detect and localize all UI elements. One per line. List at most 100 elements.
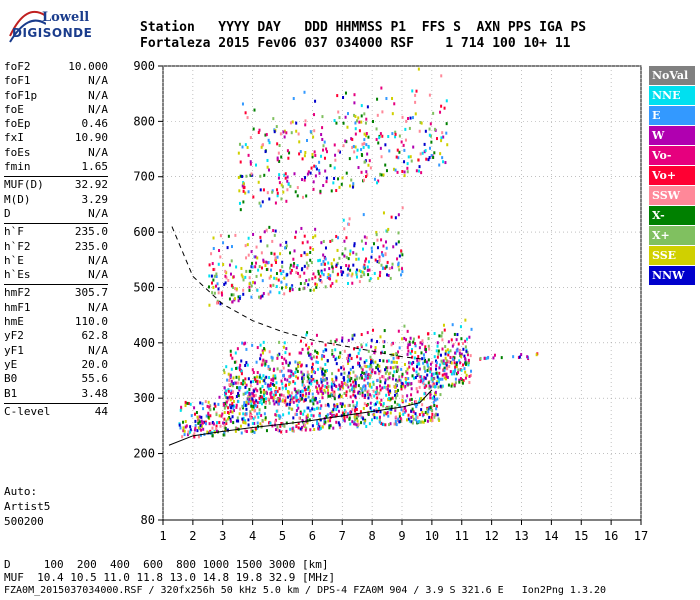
echo-point: [220, 414, 223, 418]
echo-point: [241, 341, 244, 345]
echo-point: [260, 145, 263, 149]
echo-point: [204, 420, 207, 424]
echo-point: [302, 412, 305, 416]
echo-point: [275, 272, 278, 276]
echo-point: [298, 287, 301, 291]
echo-point: [382, 345, 385, 349]
echo-point: [199, 401, 202, 405]
echo-point: [389, 397, 392, 401]
echo-point: [231, 300, 234, 304]
echo-point: [278, 173, 281, 177]
echo-point: [365, 376, 368, 380]
echo-point: [470, 369, 473, 373]
echo-point: [334, 153, 337, 157]
y-tick-label: 500: [133, 280, 155, 294]
echo-point: [351, 365, 354, 369]
echo-point: [332, 392, 335, 396]
echo-point: [436, 380, 439, 384]
echo-point: [258, 265, 261, 269]
echo-point: [326, 381, 329, 385]
echo-point: [255, 360, 258, 364]
echo-point: [353, 113, 356, 117]
echo-point: [377, 141, 380, 145]
echo-point: [281, 374, 284, 378]
echo-point: [441, 156, 444, 160]
echo-point: [376, 238, 379, 242]
echo-point: [298, 140, 301, 144]
echo-point: [395, 356, 398, 360]
echo-point: [453, 356, 456, 360]
echo-point: [216, 282, 219, 286]
param-row: h`E N/A: [4, 254, 108, 268]
echo-point: [387, 135, 390, 139]
echo-point: [249, 384, 252, 388]
echo-point: [340, 372, 343, 376]
echo-point: [315, 385, 318, 389]
echo-point: [235, 265, 238, 269]
echo-point: [464, 345, 467, 349]
param-row: foF1 N/A: [4, 74, 108, 88]
echo-point: [212, 236, 215, 240]
echo-point: [300, 351, 303, 355]
echo-point: [241, 174, 244, 178]
echo-point: [394, 408, 397, 412]
echo-point: [369, 375, 372, 379]
echo-point: [469, 354, 472, 358]
echo-point: [354, 121, 357, 125]
echo-point: [239, 174, 242, 178]
echo-point: [239, 407, 242, 411]
echo-point: [287, 182, 290, 186]
echo-point: [298, 361, 301, 365]
echo-point: [431, 419, 434, 423]
echo-point: [308, 391, 311, 395]
echo-point: [376, 260, 379, 264]
echo-point: [315, 355, 318, 359]
echo-point: [344, 139, 347, 143]
echo-point: [316, 389, 319, 393]
echo-point: [379, 380, 382, 384]
echo-point: [396, 365, 399, 369]
echo-point: [351, 334, 354, 338]
echo-point: [312, 180, 315, 184]
echo-point: [189, 425, 192, 429]
echo-point: [218, 421, 221, 425]
echo-point: [396, 393, 399, 397]
echo-point: [324, 403, 327, 407]
echo-point: [396, 148, 399, 152]
echo-point: [345, 255, 348, 259]
echo-point: [376, 363, 379, 367]
echo-point: [286, 188, 289, 192]
echo-point: [386, 387, 389, 391]
echo-point: [425, 360, 428, 364]
echo-point: [264, 397, 267, 401]
echo-point: [381, 252, 384, 256]
echo-point: [267, 168, 270, 172]
echo-point: [408, 419, 411, 423]
echo-point: [394, 383, 397, 387]
echo-point: [223, 371, 226, 375]
echo-point: [353, 420, 356, 424]
echo-point: [195, 411, 198, 415]
echo-point: [415, 405, 418, 409]
echo-point: [276, 194, 279, 198]
echo-point: [320, 357, 323, 361]
echo-point: [318, 425, 321, 429]
echo-point: [231, 396, 234, 400]
echo-point: [252, 280, 255, 284]
echo-point: [378, 401, 381, 405]
echo-point: [289, 251, 292, 255]
echo-point: [312, 187, 315, 191]
echo-point: [303, 90, 306, 94]
echo-point: [331, 238, 334, 242]
echo-point: [249, 399, 252, 403]
echo-point: [319, 418, 322, 422]
param-name: h`F2: [4, 239, 31, 253]
echo-point: [304, 123, 307, 127]
echo-point: [346, 374, 349, 378]
echo-point: [208, 303, 211, 307]
echo-point: [463, 354, 466, 358]
echo-point: [424, 345, 427, 349]
echo-point: [258, 375, 261, 379]
echo-point: [263, 388, 266, 392]
echo-point: [308, 278, 311, 282]
